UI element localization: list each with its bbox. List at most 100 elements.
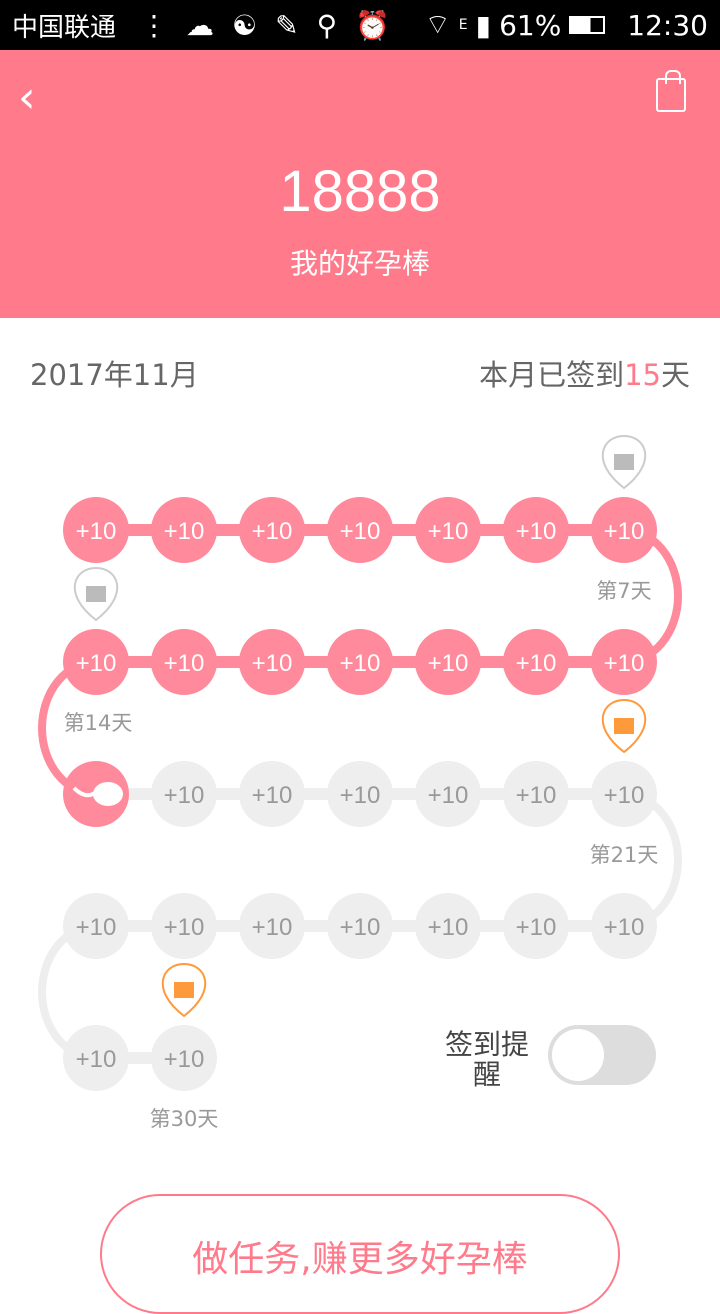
day-4-checkin[interactable]: +10 [327,497,393,563]
day-reward: +10 [340,914,381,941]
yin-yang-icon: ☯ [232,8,258,42]
signal-icon: ▮ [475,8,492,42]
day-reward: +10 [604,650,645,677]
day-6-checkin[interactable]: +10 [503,497,569,563]
day-17-checkin[interactable]: +10 [239,761,305,827]
day-circle [151,761,217,827]
day-circle [415,761,481,827]
day-reward: +10 [604,914,645,941]
day-reward: +10 [164,650,205,677]
day-circle [63,497,129,563]
day-circle [503,497,569,563]
header: ‹ 18888 我的好孕棒 [0,50,720,318]
day-29-checkin[interactable]: +10 [63,1025,129,1091]
day-28-checkin[interactable]: +10 [63,893,129,959]
day-circle [591,497,657,563]
day-circle [503,761,569,827]
day-24-checkin[interactable]: +10 [415,893,481,959]
battery-level: 61% [499,8,562,42]
day-23-checkin[interactable]: +10 [503,893,569,959]
battery-icon [569,16,606,34]
day-26-checkin[interactable]: +10 [239,893,305,959]
day-circle [327,761,393,827]
day-11-checkin[interactable]: +10 [327,629,393,695]
day-circle [63,1025,129,1091]
day-3-checkin[interactable]: +10 [239,497,305,563]
back-chevron-icon[interactable]: ‹ [18,72,36,123]
day-circle [151,893,217,959]
day-reward: +10 [516,518,557,545]
day-1-checkin[interactable]: +10 [63,497,129,563]
gift-icon [614,718,634,734]
wifi-icon: ⌔ [424,7,451,41]
gift-balloon-icon[interactable] [601,434,647,490]
gift-balloon-icon[interactable] [601,698,647,754]
day-18-checkin[interactable]: +10 [327,761,393,827]
gift-balloon-icon[interactable] [73,566,119,622]
day-reward: +10 [604,518,645,545]
day-8-checkin[interactable]: +10 [591,629,657,695]
day-label: 第30天 [150,1107,219,1131]
day-circle [151,1025,217,1091]
do-tasks-button[interactable]: 做任务,赚更多好孕棒 [100,1194,620,1314]
day-circle [63,629,129,695]
day-reward: +10 [76,1046,117,1073]
day-circle [591,761,657,827]
day-30-checkin[interactable]: +10 [151,1025,217,1091]
day-7-checkin[interactable]: +10 [591,497,657,563]
points-label: 我的好孕棒 [289,247,430,280]
day-reward: +10 [252,782,293,809]
day-circle [503,629,569,695]
day-circle [239,497,305,563]
day-5-checkin[interactable]: +10 [415,497,481,563]
day-14-checkin[interactable]: +10 [63,629,129,695]
day-reward: +10 [164,1046,205,1073]
day-reward: +10 [428,914,469,941]
day-27-checkin[interactable]: +10 [151,893,217,959]
day-25-checkin[interactable]: +10 [327,893,393,959]
shopping-bag-icon[interactable] [656,70,686,112]
day-reward: +10 [340,518,381,545]
day-circle [503,893,569,959]
gift-icon [614,454,634,470]
day-reward: +10 [252,914,293,941]
day-circle [415,629,481,695]
signed-suffix: 天 [660,358,690,392]
day-circle [239,629,305,695]
gift-balloon-icon[interactable] [161,962,207,1018]
day-22-checkin[interactable]: +10 [591,893,657,959]
location-icon: ⚲ [316,8,338,42]
day-reward: +10 [428,518,469,545]
day-circle [591,893,657,959]
reminder-label: 签到提醒 [444,1028,529,1091]
day-15-checkin[interactable] [63,761,129,827]
day-19-checkin[interactable]: +10 [415,761,481,827]
day-reward: +10 [76,518,117,545]
day-9-checkin[interactable]: +10 [503,629,569,695]
carrier: 中国联通 [12,12,117,43]
day-circle [415,497,481,563]
day-reward: +10 [76,914,117,941]
day-circle [63,893,129,959]
reminder-toggle[interactable] [548,1025,656,1085]
gift-icon [86,586,106,602]
gift-icon [174,982,194,998]
day-20-checkin[interactable]: +10 [503,761,569,827]
signed-count: 15 [624,358,661,392]
signed-prefix: 本月已签到 [479,358,625,392]
day-10-checkin[interactable]: +10 [415,629,481,695]
day-circle [327,629,393,695]
sperm-icon [93,782,123,806]
day-12-checkin[interactable]: +10 [239,629,305,695]
day-16-checkin[interactable]: +10 [151,761,217,827]
day-circle [239,893,305,959]
network-type: E [458,17,468,33]
day-21-checkin[interactable]: +10 [591,761,657,827]
day-reward: +10 [516,914,557,941]
day-circle [591,629,657,695]
day-2-checkin[interactable]: +10 [151,497,217,563]
day-circle [151,497,217,563]
menu-dots-icon: ⋮ [140,8,169,42]
day-circle [239,761,305,827]
day-13-checkin[interactable]: +10 [151,629,217,695]
